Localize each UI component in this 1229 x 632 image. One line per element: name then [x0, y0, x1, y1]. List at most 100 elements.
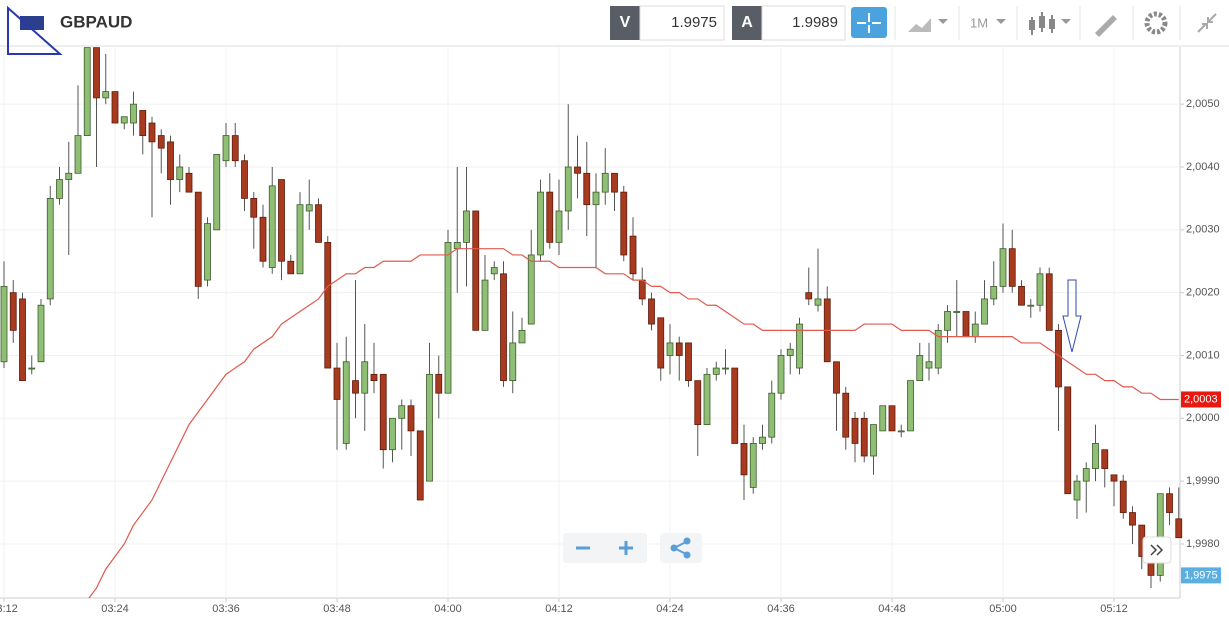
candle-body: [56, 179, 63, 199]
draw-icon[interactable]: [1095, 15, 1117, 37]
candle-body: [786, 348, 794, 356]
candle-body: [546, 191, 554, 243]
share-button[interactable]: [660, 533, 702, 563]
candle-body: [851, 417, 859, 444]
y-tick-label: 2,0020: [1186, 287, 1220, 299]
candle-body: [814, 298, 822, 306]
candle-body: [805, 292, 813, 300]
candle-body: [925, 361, 933, 369]
candle-body: [722, 367, 729, 370]
ask-tag: [732, 6, 762, 40]
dropdown-caret: [1061, 19, 1071, 24]
y-tick-label: 2,0030: [1186, 224, 1220, 236]
candle-body: [592, 191, 600, 206]
x-tick-label: 04:36: [767, 603, 795, 615]
candle-body: [463, 210, 470, 243]
candle-body: [509, 342, 517, 382]
dropdown-caret: [996, 19, 1006, 24]
settings-icon[interactable]: [1144, 11, 1168, 35]
candle-body: [1110, 474, 1118, 482]
candle-body: [65, 172, 73, 180]
candle-body: [46, 198, 54, 300]
candle-body: [222, 135, 230, 162]
candle-body: [1018, 285, 1025, 306]
candle-body: [666, 342, 674, 356]
toolbar: GBPAUD V 1.9975 A 1.9989 1M: [0, 0, 1229, 55]
candle-body: [28, 367, 36, 370]
x-tick-label: 04:48: [878, 603, 906, 615]
candle-body: [555, 210, 563, 243]
collapse-icon[interactable]: [1197, 13, 1217, 33]
candle-body: [731, 367, 739, 444]
x-tick-label: 04:12: [545, 603, 573, 615]
crosshair-button[interactable]: [851, 7, 887, 38]
candle-body: [907, 380, 914, 432]
candle-body: [453, 241, 461, 250]
candle-body: [176, 166, 184, 180]
candle-body: [1045, 273, 1053, 331]
candle-body: [231, 135, 239, 162]
candle-icon-body: [1029, 20, 1035, 30]
candle-icon-body: [1039, 16, 1045, 28]
candle-body: [296, 204, 304, 275]
x-tick-label: 03:36: [212, 603, 240, 615]
candle-body: [416, 430, 424, 501]
candle-body: [130, 103, 137, 124]
candle-body: [685, 342, 692, 382]
candle-body: [148, 122, 156, 143]
candle-body: [694, 380, 702, 425]
candle-body: [1092, 443, 1099, 469]
candle-body: [601, 172, 609, 193]
candle-body: [435, 373, 443, 394]
candle-body: [370, 373, 378, 382]
candle-body: [250, 198, 258, 218]
candle-body: [897, 430, 905, 433]
moving-average: [88, 248, 1179, 598]
candle-body: [315, 204, 322, 243]
annotation-arrow: [1062, 279, 1082, 353]
candle-body: [638, 279, 646, 300]
candle-body: [1082, 468, 1090, 482]
candle-body: [620, 191, 628, 256]
candle-body: [9, 292, 17, 331]
candle-body: [703, 373, 711, 425]
symbol: GBPAUD: [60, 12, 132, 31]
y-tick-label: 1,9990: [1186, 475, 1220, 487]
candle-body: [611, 172, 618, 193]
candle-body: [944, 311, 951, 331]
scroll-right-icon: [1150, 544, 1164, 556]
candle-body: [777, 355, 785, 394]
ask-box[interactable]: [761, 5, 846, 41]
candle-body: [398, 405, 406, 419]
candle-body: [490, 267, 498, 275]
ask-price: 1.9989: [792, 14, 838, 31]
candle-body: [999, 248, 1007, 287]
candle-body: [527, 254, 535, 325]
candle-body: [888, 405, 896, 432]
bid-box[interactable]: [639, 5, 725, 41]
chart-type-icon[interactable]: [908, 18, 931, 32]
candle-body: [213, 154, 221, 231]
crosshair-icon: [857, 13, 881, 33]
timeframe[interactable]: 1M: [970, 15, 988, 30]
zoom-in[interactable]: [619, 541, 633, 555]
candle-body: [648, 298, 655, 325]
price-label-bg: [1181, 567, 1221, 584]
candle-body: [1064, 386, 1072, 495]
candle-body: [518, 329, 526, 344]
candle-body: [102, 91, 110, 99]
candle-body: [259, 216, 267, 262]
candle-body: [759, 436, 766, 444]
share-dot: [683, 537, 691, 545]
candle-body: [1055, 329, 1062, 388]
x-tick-label: 03:12: [0, 603, 18, 615]
y-tick-label: 1,9980: [1186, 538, 1220, 550]
price-label: 2,0003: [1184, 393, 1218, 405]
candle-body: [472, 210, 480, 331]
x-tick-label: 05:12: [1100, 603, 1128, 615]
candle-body: [1073, 480, 1081, 501]
annotation-triangle: [7, 5, 63, 55]
candle-body: [879, 405, 887, 432]
candle-body: [426, 373, 433, 482]
x-tick-label: 04:24: [656, 603, 684, 615]
